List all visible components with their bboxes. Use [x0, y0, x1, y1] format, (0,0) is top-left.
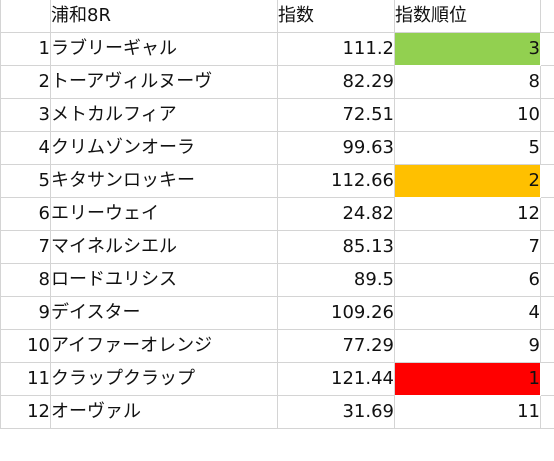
rank-value-cell[interactable]: 4	[394, 296, 541, 330]
index-value-cell[interactable]: 31.69	[277, 395, 395, 429]
index-value-cell[interactable]: 24.82	[277, 197, 395, 231]
row-number-cell[interactable]: 1	[0, 32, 51, 66]
row-number-cell[interactable]: 11	[0, 362, 51, 396]
table-row: 6 エリーウェイ 24.82 12	[0, 197, 554, 231]
row-number-cell[interactable]: 7	[0, 230, 51, 264]
empty-cell[interactable]	[540, 65, 554, 99]
row-number-cell[interactable]: 6	[0, 197, 51, 231]
horse-name-cell[interactable]: オーヴァル	[50, 395, 278, 429]
index-value-cell[interactable]: 85.13	[277, 230, 395, 264]
rank-value-cell[interactable]: 6	[394, 263, 541, 297]
horse-name-cell[interactable]: ロードユリシス	[50, 263, 278, 297]
horse-name-cell[interactable]: クリムゾンオーラ	[50, 131, 278, 165]
empty-cell[interactable]	[540, 32, 554, 66]
rank-value-cell[interactable]: 3	[394, 32, 541, 66]
table-row: 10 アイファーオレンジ 77.29 9	[0, 329, 554, 363]
table-row: 4 クリムゾンオーラ 99.63 5	[0, 131, 554, 165]
empty-cell[interactable]	[540, 197, 554, 231]
rank-value-cell[interactable]: 12	[394, 197, 541, 231]
horse-name-cell[interactable]: トーアヴィルヌーヴ	[50, 65, 278, 99]
rank-value-cell[interactable]: 2	[394, 164, 541, 198]
rank-value-cell[interactable]: 10	[394, 98, 541, 132]
empty-cell[interactable]	[540, 164, 554, 198]
empty-cell[interactable]	[540, 296, 554, 330]
table-row: 3 メトカルフィア 72.51 10	[0, 98, 554, 132]
index-value-cell[interactable]: 121.44	[277, 362, 395, 396]
rank-value-cell[interactable]: 1	[394, 362, 541, 396]
horse-name-cell[interactable]: マイネルシエル	[50, 230, 278, 264]
index-value-cell[interactable]: 89.5	[277, 263, 395, 297]
row-number-cell[interactable]: 8	[0, 263, 51, 297]
empty-cell[interactable]	[540, 329, 554, 363]
index-value-cell[interactable]: 77.29	[277, 329, 395, 363]
index-value-cell[interactable]: 72.51	[277, 98, 395, 132]
header-index-label-cell[interactable]: 指数	[277, 0, 395, 33]
header-rank-label-cell[interactable]: 指数順位	[394, 0, 541, 33]
empty-cell[interactable]	[540, 131, 554, 165]
horse-name-cell[interactable]: キタサンロッキー	[50, 164, 278, 198]
rank-value-cell[interactable]: 7	[394, 230, 541, 264]
rank-value-cell[interactable]: 5	[394, 131, 541, 165]
row-number-cell[interactable]: 10	[0, 329, 51, 363]
table-row: 12 オーヴァル 31.69 11	[0, 395, 554, 429]
table-row: 11 クラップクラップ 121.44 1	[0, 362, 554, 396]
horse-name-cell[interactable]: デイスター	[50, 296, 278, 330]
row-number-cell[interactable]: 3	[0, 98, 51, 132]
row-number-cell[interactable]: 5	[0, 164, 51, 198]
empty-cell[interactable]	[540, 362, 554, 396]
table-row: 9 デイスター 109.26 4	[0, 296, 554, 330]
header-index-cell[interactable]	[0, 0, 51, 33]
index-value-cell[interactable]: 82.29	[277, 65, 395, 99]
data-table: 浦和8R 指数 指数順位 1 ラブリーギャル 111.2 3 2 トーアヴィルヌーヴ 82.…	[0, 0, 554, 429]
empty-cell[interactable]	[540, 98, 554, 132]
table-row: 5 キタサンロッキー 112.66 2	[0, 164, 554, 198]
table-row: 8 ロードユリシス 89.5 6	[0, 263, 554, 297]
empty-cell[interactable]	[540, 230, 554, 264]
table-row: 7 マイネルシエル 85.13 7	[0, 230, 554, 264]
row-number-cell[interactable]: 9	[0, 296, 51, 330]
row-number-cell[interactable]: 12	[0, 395, 51, 429]
header-race-cell[interactable]: 浦和8R	[50, 0, 278, 33]
empty-cell[interactable]	[540, 395, 554, 429]
row-number-cell[interactable]: 2	[0, 65, 51, 99]
empty-cell[interactable]	[540, 0, 554, 33]
horse-name-cell[interactable]: アイファーオレンジ	[50, 329, 278, 363]
index-value-cell[interactable]: 99.63	[277, 131, 395, 165]
empty-cell[interactable]	[540, 263, 554, 297]
index-value-cell[interactable]: 109.26	[277, 296, 395, 330]
header-row: 浦和8R 指数 指数順位	[0, 0, 554, 33]
index-value-cell[interactable]: 111.2	[277, 32, 395, 66]
horse-name-cell[interactable]: クラップクラップ	[50, 362, 278, 396]
horse-name-cell[interactable]: エリーウェイ	[50, 197, 278, 231]
horse-name-cell[interactable]: メトカルフィア	[50, 98, 278, 132]
table-row: 2 トーアヴィルヌーヴ 82.29 8	[0, 65, 554, 99]
rank-value-cell[interactable]: 9	[394, 329, 541, 363]
rank-value-cell[interactable]: 8	[394, 65, 541, 99]
horse-name-cell[interactable]: ラブリーギャル	[50, 32, 278, 66]
index-value-cell[interactable]: 112.66	[277, 164, 395, 198]
table-body: 浦和8R 指数 指数順位 1 ラブリーギャル 111.2 3 2 トーアヴィルヌーヴ 82.…	[0, 0, 554, 429]
row-number-cell[interactable]: 4	[0, 131, 51, 165]
rank-value-cell[interactable]: 11	[394, 395, 541, 429]
table-row: 1 ラブリーギャル 111.2 3	[0, 32, 554, 66]
